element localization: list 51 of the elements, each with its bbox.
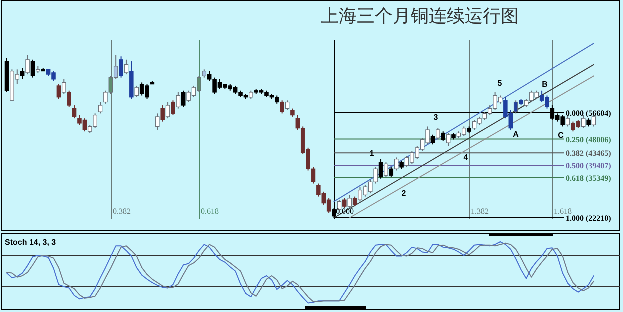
annotation: C [558, 131, 564, 140]
candlestick [134, 85, 139, 98]
candlestick [352, 196, 358, 208]
candlestick [384, 162, 388, 178]
candlestick [430, 134, 436, 146]
annotation: B [542, 80, 548, 89]
candlestick [389, 166, 394, 178]
candlestick [30, 59, 36, 78]
candlestick [124, 59, 129, 76]
candlestick [182, 90, 186, 108]
annotation: 0.000 (56604) [566, 109, 612, 118]
candlestick [72, 105, 77, 120]
candlestick [285, 100, 290, 111]
candlestick [566, 114, 570, 128]
annotation: 1.382 [471, 207, 489, 216]
annotation: 0.250 (48006) [566, 135, 612, 144]
candlestick [280, 100, 284, 114]
candlestick [160, 105, 165, 122]
candlestick [67, 90, 72, 108]
candlestick [166, 102, 170, 120]
candlestick [394, 157, 399, 172]
annotation: 3 [434, 113, 439, 122]
annotation: A [513, 130, 520, 139]
candlestick [441, 131, 446, 142]
annotation: 5 [498, 79, 503, 88]
annotation: 0.382 (43465) [566, 149, 612, 158]
candlestick [98, 102, 103, 114]
annotation: 0.618 (35349) [566, 174, 612, 183]
candlestick [348, 194, 352, 209]
candlestick [446, 132, 451, 147]
annotation: 4 [464, 153, 469, 162]
annotation: 0.500 (39407) [566, 162, 612, 171]
chart-title: Stoch 14, 3, 3 [5, 238, 57, 247]
annotation: 0.618 [201, 207, 219, 216]
candlestick [156, 113, 160, 130]
candlestick [119, 56, 124, 78]
annotation: 1.618 [554, 207, 572, 216]
annotation: 1.000 (22210) [566, 214, 612, 223]
candlestick [176, 92, 181, 110]
candlestick [171, 100, 176, 116]
candlestick [378, 158, 384, 180]
candlestick [56, 84, 62, 100]
chart-title: 上海三个月铜连续运行图 [321, 6, 519, 26]
candlestick [342, 198, 347, 209]
annotation: 2 [402, 189, 407, 198]
candlestick [581, 114, 586, 129]
candlestick [26, 54, 30, 76]
candlestick [62, 78, 66, 95]
candlestick [436, 128, 440, 140]
candlestick [20, 68, 25, 80]
annotation: 0.382 [113, 207, 131, 216]
